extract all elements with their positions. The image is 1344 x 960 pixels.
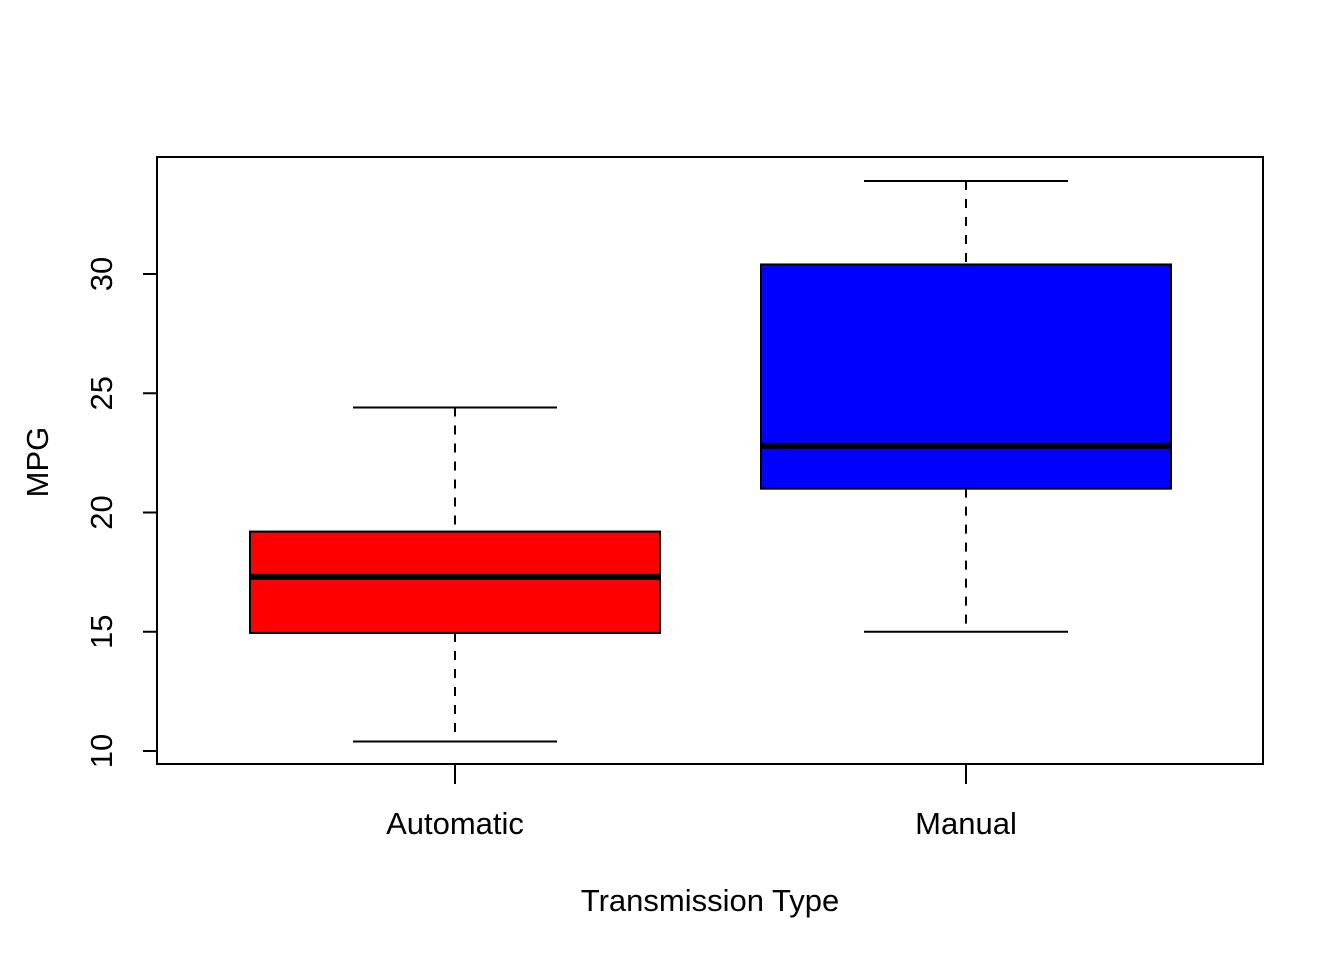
x-axis-label: Transmission Type — [581, 883, 839, 918]
y-tick-label: 30 — [84, 257, 119, 291]
y-tick-label: 15 — [84, 615, 119, 649]
x-tick-label: Manual — [915, 806, 1017, 841]
box-group-manual — [760, 179, 1172, 633]
y-tick-label: 20 — [84, 495, 119, 529]
axes-layer: 10 15 20 25 30 Automatic Manual — [84, 156, 1264, 841]
iqr-box — [249, 530, 661, 634]
y-axis-label: MPG — [20, 427, 55, 498]
box-group-automatic — [249, 406, 661, 743]
y-tick-label: 10 — [84, 734, 119, 768]
x-tick-label: Automatic — [386, 806, 524, 841]
boxes-layer — [249, 179, 1172, 743]
iqr-box — [760, 263, 1172, 490]
y-tick-label: 25 — [84, 376, 119, 410]
